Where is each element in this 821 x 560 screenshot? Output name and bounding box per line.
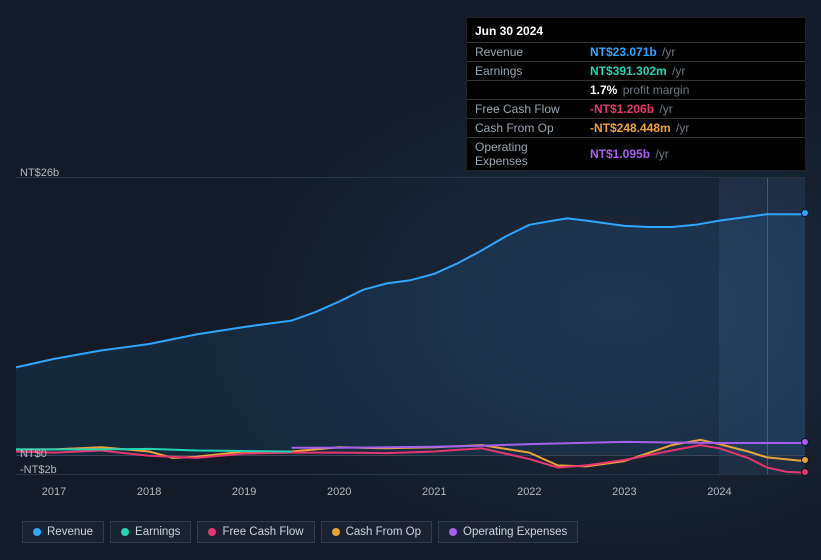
x-tick-label: 2018 [137, 486, 161, 498]
x-tick-label: 2019 [232, 486, 256, 498]
legend-item-fcf[interactable]: Free Cash Flow [197, 521, 314, 543]
tooltip-row: Cash From Op-NT$248.448m /yr [467, 119, 805, 138]
tooltip-metric-value: -NT$248.448m /yr [582, 119, 805, 138]
x-tick-label: 2022 [517, 486, 541, 498]
x-tick-label: 2023 [612, 486, 636, 498]
y-tick-label: -NT$2b [20, 464, 57, 476]
tooltip-metric-label: Revenue [467, 43, 582, 62]
y-tick-label: NT$26b [20, 167, 59, 179]
tooltip-metric-label: Free Cash Flow [467, 100, 582, 119]
x-tick-label: 2024 [707, 486, 731, 498]
tooltip-metric-value: NT$391.302m /yr [582, 62, 805, 81]
legend-label: Earnings [135, 526, 180, 538]
series-endpoint-dot [801, 438, 809, 446]
legend-item-earnings[interactable]: Earnings [110, 521, 191, 543]
tooltip-row: Free Cash Flow-NT$1.206b /yr [467, 100, 805, 119]
legend-dot-icon [208, 528, 216, 536]
tooltip-metric-value: NT$23.071b /yr [582, 43, 805, 62]
legend-item-opex[interactable]: Operating Expenses [438, 521, 578, 543]
chart-legend: Revenue Earnings Free Cash Flow Cash From O… [22, 521, 578, 543]
legend-label: Cash From Op [346, 526, 421, 538]
chart-svg [16, 178, 805, 476]
tooltip-metric-label: Operating Expenses [467, 138, 582, 171]
legend-label: Revenue [47, 526, 93, 538]
tooltip-row: EarningsNT$391.302m /yr [467, 62, 805, 81]
legend-label: Free Cash Flow [222, 526, 303, 538]
series-endpoint-dot [801, 209, 809, 217]
legend-dot-icon [121, 528, 129, 536]
chart-tooltip: Jun 30 2024 RevenueNT$23.071b /yrEarning… [466, 17, 806, 171]
tooltip-table: RevenueNT$23.071b /yrEarningsNT$391.302m… [467, 42, 805, 170]
series-endpoint-dot [801, 456, 809, 464]
legend-label: Operating Expenses [463, 526, 567, 538]
legend-dot-icon [449, 528, 457, 536]
tooltip-row: RevenueNT$23.071b /yr [467, 43, 805, 62]
tooltip-metric-value: NT$1.095b /yr [582, 138, 805, 171]
chart-plot-area[interactable] [16, 177, 805, 475]
tooltip-metric-label: Cash From Op [467, 119, 582, 138]
legend-dot-icon [332, 528, 340, 536]
tooltip-metric-label [467, 81, 582, 100]
tooltip-metric-value: -NT$1.206b /yr [582, 100, 805, 119]
x-tick-label: 2017 [42, 486, 66, 498]
series-endpoint-dot [801, 468, 809, 476]
legend-item-revenue[interactable]: Revenue [22, 521, 104, 543]
tooltip-metric-value: 1.7% profit margin [582, 81, 805, 100]
tooltip-row: 1.7% profit margin [467, 81, 805, 100]
tooltip-row: Operating ExpensesNT$1.095b /yr [467, 138, 805, 171]
legend-dot-icon [33, 528, 41, 536]
tooltip-metric-label: Earnings [467, 62, 582, 81]
x-tick-label: 2021 [422, 486, 446, 498]
y-tick-label: NT$0 [20, 448, 47, 460]
tooltip-date: Jun 30 2024 [467, 22, 805, 42]
legend-item-cfo[interactable]: Cash From Op [321, 521, 432, 543]
x-tick-label: 2020 [327, 486, 351, 498]
